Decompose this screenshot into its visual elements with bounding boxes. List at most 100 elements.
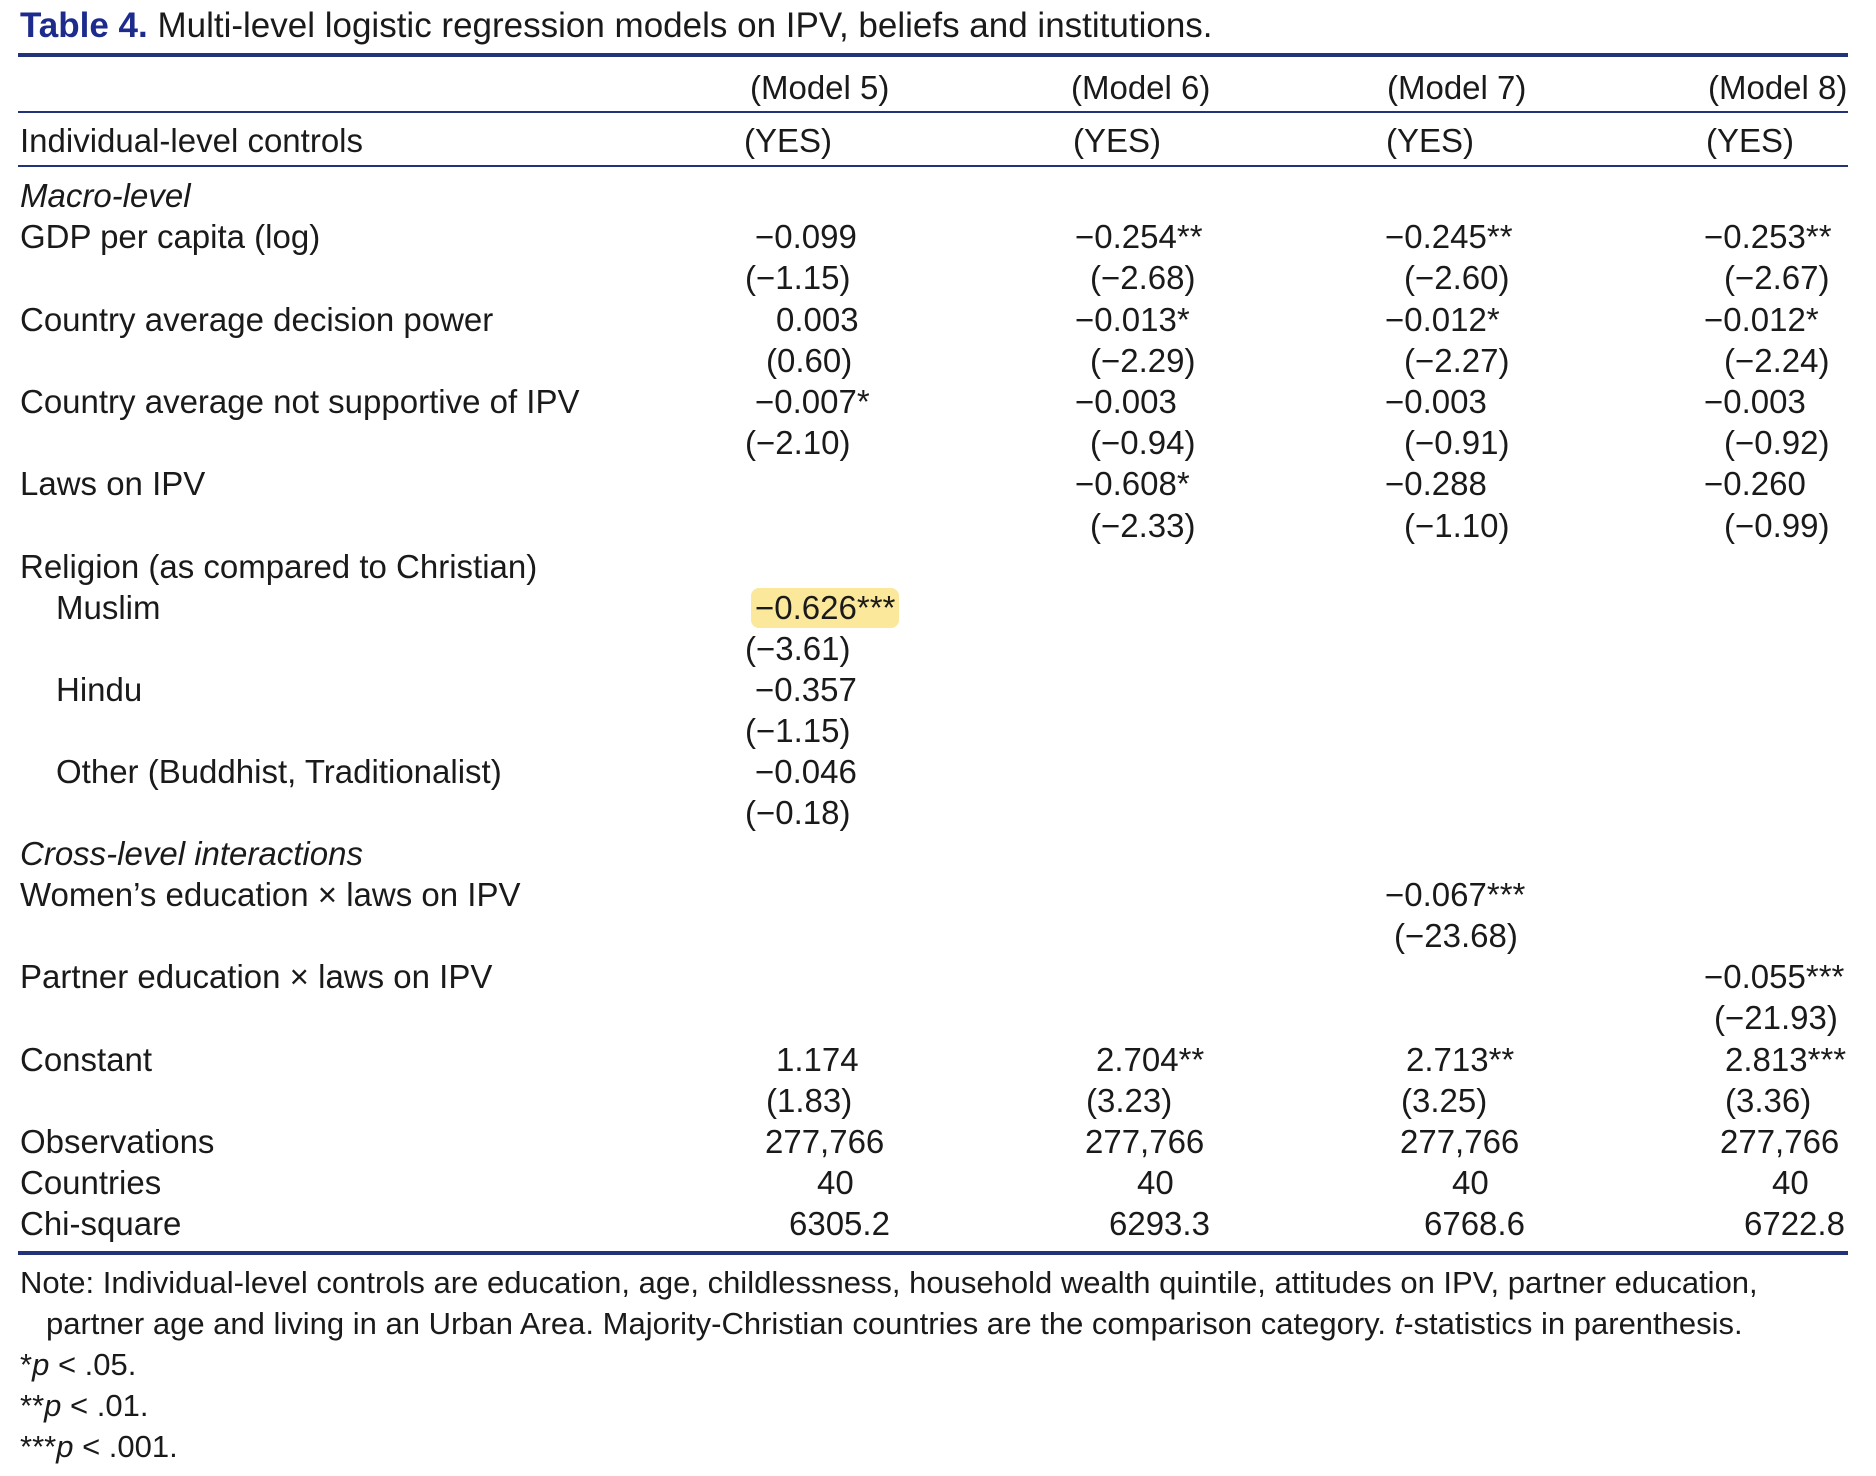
cell-tstat: (−2.60) [1404, 259, 1510, 296]
table-row: (−0.18) [18, 793, 1848, 833]
controls-model-7: (YES) [1386, 122, 1475, 159]
table-row: (−21.93) [18, 998, 1848, 1038]
cell-tstat: (−23.68) [1394, 917, 1518, 954]
header-rule [18, 111, 1848, 113]
cell-coef: −0.099 [755, 218, 857, 255]
cell-tstat: (−2.33) [1090, 507, 1196, 544]
cell-value: 40 [1452, 1164, 1489, 1201]
cell-tstat: (−0.18) [745, 794, 851, 831]
cell-coef: −0.012* [1385, 301, 1500, 338]
table-row: GDP per capita (log) −0.099 −0.254** −0.… [18, 217, 1848, 257]
table-note-continued: partner age and living in an Urban Area.… [46, 1306, 1743, 1341]
table-row: Women’s education × laws on IPV −0.067**… [18, 875, 1848, 915]
bottom-rule [18, 1251, 1848, 1255]
cell-value: 277,766 [765, 1123, 885, 1160]
row-label: Country average decision power [20, 301, 494, 338]
table-row: Hindu −0.357 [18, 670, 1848, 710]
controls-label: Individual-level controls [20, 122, 364, 159]
cell-value: 6768.6 [1424, 1205, 1525, 1242]
cell-tstat: (−2.29) [1090, 342, 1196, 379]
cell-tstat: (−0.94) [1090, 424, 1196, 461]
cell-coef: −0.253** [1704, 218, 1832, 255]
table-title: Table 4. Multi-level logistic regression… [20, 6, 1213, 46]
cell-value: 6722.8 [1744, 1205, 1845, 1242]
cell-tstat: (3.36) [1725, 1082, 1812, 1119]
table-row: (−2.33) (−1.10) (−0.99) [18, 506, 1848, 546]
model-5-header: (Model 5) [750, 69, 890, 106]
section-macro: Macro-level [18, 176, 1848, 216]
cell-coef: −0.245** [1385, 218, 1513, 255]
controls-row: Individual-level controls (YES) (YES) (Y… [18, 121, 1848, 161]
cell-coef: −0.003 [1075, 383, 1177, 420]
top-rule [18, 53, 1848, 57]
table-row: Religion (as compared to Christian) [18, 547, 1848, 587]
cell-coef: −0.357 [755, 671, 857, 708]
cell-coef: −0.003 [1385, 383, 1487, 420]
cell-tstat: (−2.27) [1404, 342, 1510, 379]
cell-value: 277,766 [1400, 1123, 1520, 1160]
row-label: Hindu [56, 671, 143, 708]
cell-coef: −0.067*** [1385, 876, 1526, 913]
table-row: Observations 277,766 277,766 277,766 277… [18, 1122, 1848, 1162]
cell-tstat: (−21.93) [1714, 999, 1838, 1036]
table-row: Muslim −0.626*** [18, 588, 1848, 628]
table-row: Countries 40 40 40 40 [18, 1163, 1848, 1203]
table-row: Country average not supportive of IPV −0… [18, 382, 1848, 422]
row-label: Chi-square [20, 1205, 182, 1242]
table-row: (−1.15) (−2.68) (−2.60) (−2.67) [18, 258, 1848, 298]
table-row: Partner education × laws on IPV −0.055**… [18, 957, 1848, 997]
model-header-row: (Model 5) (Model 6) (Model 7) (Model 8) [18, 68, 1848, 108]
cell-value: 40 [1137, 1164, 1174, 1201]
cell-value: 277,766 [1085, 1123, 1205, 1160]
cell-coef: −0.254** [1075, 218, 1203, 255]
row-label: Religion (as compared to Christian) [20, 548, 538, 585]
model-6-header: (Model 6) [1071, 69, 1211, 106]
section-cross-label: Cross-level interactions [20, 835, 363, 872]
cell-coef: 2.813*** [1725, 1041, 1847, 1078]
table-row: Constant 1.174 2.704** 2.713** 2.813*** [18, 1040, 1848, 1080]
cell-coef: 0.003 [776, 301, 859, 338]
cell-tstat: (−1.15) [745, 712, 851, 749]
cell-tstat: (−2.67) [1724, 259, 1830, 296]
table-row: Chi-square 6305.2 6293.3 6768.6 6722.8 [18, 1204, 1848, 1244]
row-label: Partner education × laws on IPV [20, 958, 493, 995]
controls-model-6: (YES) [1073, 122, 1162, 159]
cell-tstat: (−1.15) [745, 259, 851, 296]
cell-tstat: (−2.68) [1090, 259, 1196, 296]
row-label: GDP per capita (log) [20, 218, 321, 255]
table-row: (−23.68) [18, 916, 1848, 956]
table-row: (−2.10) (−0.94) (−0.91) (−0.92) [18, 423, 1848, 463]
cell-tstat: (3.25) [1401, 1082, 1488, 1119]
table-note: Note: Individual-level controls are educ… [20, 1265, 1758, 1300]
cell-tstat: (−0.99) [1724, 507, 1830, 544]
cell-tstat: (−0.92) [1724, 424, 1830, 461]
cell-coef: −0.288 [1385, 465, 1487, 502]
cell-tstat: (−0.91) [1404, 424, 1510, 461]
section-macro-label: Macro-level [20, 177, 191, 214]
cell-coef: 1.174 [776, 1041, 859, 1078]
cell-coef: 2.704** [1096, 1041, 1205, 1078]
significance-note: *p < .05. [20, 1347, 137, 1382]
cell-coef: −0.055*** [1704, 958, 1845, 995]
cell-tstat: (−1.10) [1404, 507, 1510, 544]
cell-value: 6305.2 [789, 1205, 890, 1242]
row-label: Laws on IPV [20, 465, 206, 502]
cell-coef: −0.007* [755, 383, 870, 420]
cell-value: 6293.3 [1109, 1205, 1210, 1242]
cell-coef: −0.260 [1704, 465, 1806, 502]
cell-value: 40 [1772, 1164, 1809, 1201]
cell-coef: −0.012* [1704, 301, 1819, 338]
row-label: Muslim [56, 589, 161, 626]
cell-tstat: (1.83) [766, 1082, 853, 1119]
table-row: (−1.15) [18, 711, 1848, 751]
cell-coef: −0.608* [1075, 465, 1190, 502]
table-row: Laws on IPV −0.608* −0.288 −0.260 [18, 464, 1848, 504]
cell-value: 40 [817, 1164, 854, 1201]
significance-note: ***p < .001. [20, 1429, 178, 1464]
cell-tstat: (−2.24) [1724, 342, 1830, 379]
controls-model-8: (YES) [1706, 122, 1795, 159]
highlighted-cell-coef[interactable]: −0.626*** [751, 588, 900, 628]
table-row: (0.60) (−2.29) (−2.27) (−2.24) [18, 341, 1848, 381]
row-label: Countries [20, 1164, 162, 1201]
table-row: (1.83) (3.23) (3.25) (3.36) [18, 1081, 1848, 1121]
